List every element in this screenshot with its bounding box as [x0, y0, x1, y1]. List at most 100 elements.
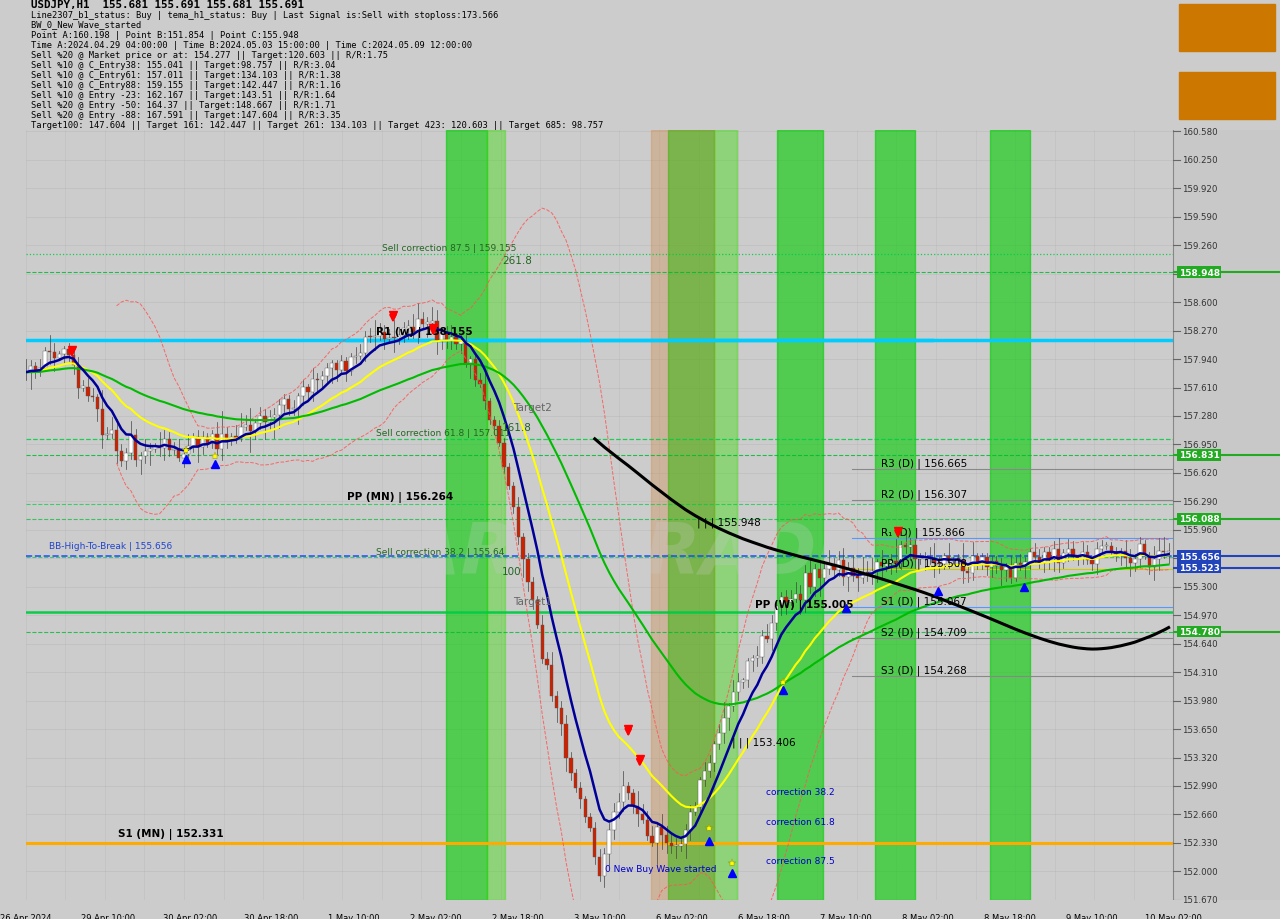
Bar: [668, 130, 714, 900]
Bar: [38, 369, 42, 370]
Text: Target2: Target2: [513, 403, 553, 413]
Text: 6 May 02:00: 6 May 02:00: [655, 913, 708, 919]
Text: R2 (D) | 156.307: R2 (D) | 156.307: [881, 489, 966, 499]
Text: 153.980: 153.980: [1181, 697, 1217, 705]
Bar: [641, 813, 644, 820]
Text: 160.250: 160.250: [1181, 156, 1217, 165]
Text: 152.990: 152.990: [1181, 782, 1217, 790]
Bar: [1129, 558, 1132, 563]
Bar: [1110, 546, 1112, 552]
Bar: [47, 351, 51, 353]
Bar: [182, 454, 186, 459]
Bar: [909, 545, 913, 547]
Text: Line2307_b1_status: Buy | tema_h1_status: Buy | Last Signal is:Sell with stoplos: Line2307_b1_status: Buy | tema_h1_status…: [32, 10, 499, 19]
Bar: [483, 384, 486, 402]
Text: BB-High-To-Break | 155.656: BB-High-To-Break | 155.656: [49, 541, 172, 550]
Bar: [942, 557, 946, 565]
Bar: [211, 434, 214, 444]
Bar: [465, 341, 467, 364]
Bar: [1119, 551, 1123, 555]
Bar: [589, 817, 591, 828]
Bar: [1115, 552, 1117, 555]
Bar: [799, 594, 803, 601]
Text: BW_0_New Wave_started: BW_0_New Wave_started: [32, 20, 142, 29]
Text: 8 May 18:00: 8 May 18:00: [983, 913, 1036, 919]
Text: 151.670: 151.670: [1181, 895, 1217, 904]
Bar: [989, 130, 1030, 900]
Text: 159.260: 159.260: [1181, 242, 1217, 250]
Bar: [138, 457, 142, 460]
Bar: [1052, 550, 1056, 560]
Text: | | | 153.406: | | | 153.406: [732, 737, 795, 748]
Bar: [201, 437, 205, 448]
Bar: [349, 357, 352, 371]
Bar: [989, 562, 993, 567]
Bar: [1157, 551, 1161, 559]
Bar: [330, 364, 334, 369]
Text: 30 Apr 02:00: 30 Apr 02:00: [163, 913, 216, 919]
Text: 155.523: 155.523: [1179, 563, 1220, 573]
Bar: [675, 845, 677, 846]
Bar: [512, 486, 515, 507]
Text: 153.320: 153.320: [1181, 754, 1217, 762]
Bar: [220, 435, 224, 449]
Bar: [460, 341, 462, 345]
Bar: [402, 328, 406, 335]
Bar: [952, 560, 955, 562]
Bar: [531, 582, 534, 600]
Bar: [493, 421, 497, 426]
Bar: [120, 452, 123, 461]
Bar: [617, 802, 621, 812]
Bar: [827, 564, 831, 570]
Bar: [517, 507, 520, 538]
Text: R3 (D) | 156.665: R3 (D) | 156.665: [881, 458, 966, 469]
Bar: [870, 572, 874, 573]
Bar: [157, 447, 161, 448]
Bar: [1096, 550, 1098, 565]
Text: S1 (MN) | 152.331: S1 (MN) | 152.331: [118, 828, 223, 839]
Bar: [1005, 568, 1007, 570]
Text: 0 New Buy Wave started: 0 New Buy Wave started: [605, 865, 717, 873]
Bar: [196, 437, 200, 448]
Bar: [168, 439, 170, 450]
Bar: [416, 320, 420, 333]
Bar: [1162, 551, 1166, 552]
Text: 157.940: 157.940: [1181, 355, 1217, 364]
Text: 160.580: 160.580: [1181, 128, 1217, 137]
Bar: [1152, 559, 1156, 567]
Bar: [1105, 545, 1108, 547]
Bar: [163, 439, 166, 448]
Bar: [771, 624, 773, 640]
Bar: [722, 718, 726, 733]
Bar: [1043, 552, 1046, 563]
Bar: [86, 387, 90, 396]
Bar: [1080, 552, 1084, 558]
Bar: [339, 361, 343, 371]
Bar: [636, 806, 640, 813]
Bar: [652, 130, 714, 900]
Bar: [44, 351, 46, 369]
Bar: [1066, 549, 1070, 553]
Bar: [1100, 547, 1103, 550]
Bar: [445, 333, 448, 341]
Text: PP (W) | 155.005: PP (W) | 155.005: [754, 599, 852, 610]
Bar: [970, 557, 974, 573]
Bar: [259, 416, 261, 424]
Bar: [727, 707, 731, 718]
Text: 158.600: 158.600: [1181, 299, 1217, 307]
Bar: [115, 431, 118, 452]
Bar: [928, 558, 931, 560]
Bar: [818, 570, 822, 578]
Bar: [876, 130, 915, 900]
Bar: [598, 857, 602, 877]
Text: S1 (D) | 155.067: S1 (D) | 155.067: [881, 596, 966, 607]
Bar: [1000, 567, 1004, 570]
Bar: [774, 607, 778, 624]
Bar: [1024, 562, 1027, 566]
Bar: [479, 380, 481, 384]
Bar: [765, 636, 768, 640]
Bar: [631, 793, 635, 806]
Text: 154.640: 154.640: [1181, 640, 1217, 649]
Text: Sell %20 @ Entry -88: 167.591 || Target:147.604 || R/R:3.35: Sell %20 @ Entry -88: 167.591 || Target:…: [32, 111, 342, 119]
Bar: [746, 662, 750, 681]
